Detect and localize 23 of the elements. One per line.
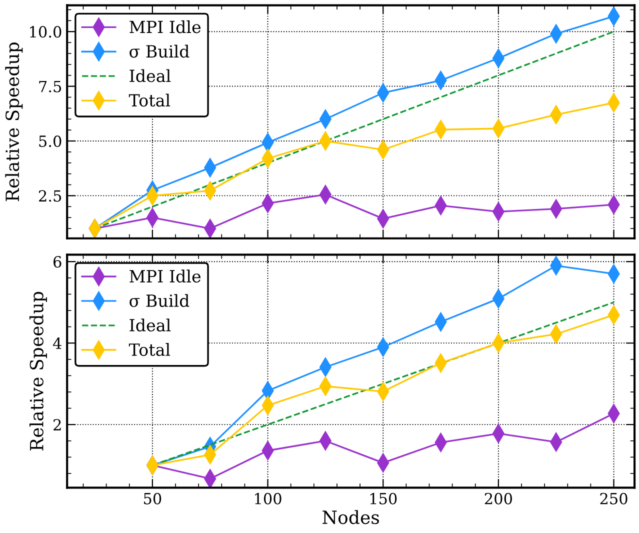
y-axis-title: Relative Speedup bbox=[5, 42, 23, 202]
y-tick-label: 2 bbox=[54, 419, 61, 430]
x-axis-title: Nodes bbox=[322, 510, 379, 524]
y-tick-label: 10.0 bbox=[30, 26, 62, 38]
legend-label: Total bbox=[128, 343, 170, 356]
y-tick-label: 4 bbox=[52, 338, 62, 349]
legend-label: Ideal bbox=[130, 69, 171, 82]
legend-label: σ Build bbox=[130, 294, 190, 308]
legend-label: Ideal bbox=[130, 318, 171, 332]
legend-label: Total bbox=[128, 94, 170, 107]
legend-label: MPI Idle bbox=[130, 20, 201, 34]
y-tick-label: 5.0 bbox=[39, 135, 62, 148]
x-tick-label: 50 bbox=[144, 492, 162, 504]
x-tick-label: 100 bbox=[255, 492, 282, 504]
x-tick-label: 150 bbox=[370, 492, 397, 504]
x-tick-label: 200 bbox=[484, 492, 512, 504]
y-tick-label: 2.5 bbox=[38, 190, 62, 202]
y-tick-label: 6 bbox=[54, 256, 62, 268]
y-axis-title: Relative Speedup bbox=[29, 292, 47, 450]
y-tick-label: 7.5 bbox=[39, 80, 62, 92]
legend-label: MPI Idle bbox=[130, 270, 201, 283]
x-tick-label: 250 bbox=[600, 492, 628, 504]
legend-label: σ Build bbox=[130, 44, 190, 58]
